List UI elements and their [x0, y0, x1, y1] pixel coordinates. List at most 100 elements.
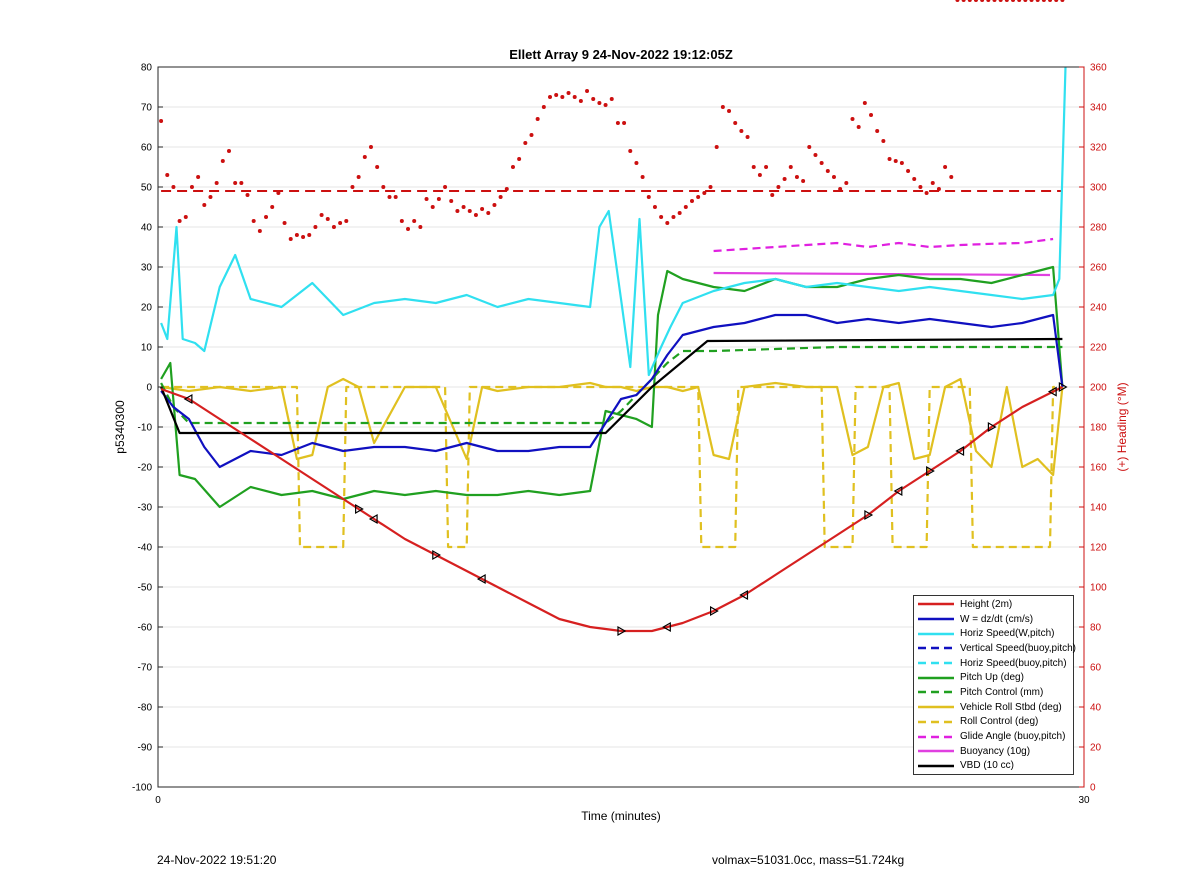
series-buoyancy-10g [713, 271, 1051, 277]
y-right-tick-label: 280 [1090, 223, 1107, 234]
y-tick-label: -70 [138, 663, 153, 674]
y-tick-label: 0 [146, 383, 152, 394]
heading-point [313, 225, 318, 229]
legend-label: Glide Angle (buoy,pitch) [960, 731, 1066, 743]
heading-point [1054, 0, 1059, 2]
y-tick-label: -90 [138, 743, 153, 754]
heading-point [189, 185, 194, 189]
series-pitch-up-deg [160, 265, 1064, 509]
heading-point [733, 121, 738, 125]
legend-label: Horiz Speed(W,pitch) [960, 628, 1055, 640]
legend-swatch [918, 691, 954, 694]
heading-point [486, 211, 491, 215]
series-w-dz-dt-cm-s [160, 313, 1064, 469]
legend-swatch [918, 647, 954, 650]
heading-point [603, 103, 608, 107]
y-right-tick-label: 100 [1090, 583, 1107, 594]
heading-point [251, 219, 256, 223]
heading-point [492, 203, 497, 207]
heading-point [510, 165, 515, 169]
heading-point [1023, 0, 1028, 2]
heading-point [646, 195, 651, 199]
chart-title: Ellett Array 9 24-Nov-2022 19:12:05Z [509, 47, 733, 62]
legend-label: Vertical Speed(buoy,pitch) [960, 642, 1076, 654]
heading-point [344, 219, 349, 223]
y-right-tick-label: 340 [1090, 103, 1107, 114]
legend-swatch [918, 749, 954, 753]
heading-point [418, 225, 423, 229]
heading-point [597, 101, 602, 105]
legend-item: VBD (10 cc) [914, 759, 1073, 774]
heading-point [689, 199, 694, 203]
heading-point [356, 175, 361, 179]
series-height-2m [160, 386, 1063, 633]
heading-point [406, 227, 411, 231]
heading-point [831, 175, 836, 179]
heading-point [331, 225, 336, 229]
heading-point [869, 113, 874, 117]
heading-point [745, 135, 750, 139]
heading-point [467, 209, 472, 213]
heading-point [245, 193, 250, 197]
heading-point [264, 215, 269, 219]
heading-point [992, 0, 997, 2]
heading-point [276, 191, 281, 195]
y-tick-label: -20 [138, 463, 153, 474]
height-marker [1047, 386, 1057, 397]
heading-point [967, 0, 972, 2]
heading-point [714, 145, 719, 149]
heading-point [208, 195, 213, 199]
legend-swatch [918, 735, 954, 738]
heading-point [659, 215, 664, 219]
heading-point [183, 215, 188, 219]
heading-point [677, 211, 682, 215]
y-tick-label: -80 [138, 703, 153, 714]
heading-point [294, 233, 299, 237]
heading-point [196, 175, 201, 179]
height-marker [476, 573, 486, 585]
heading-point [980, 0, 985, 2]
heading-point [906, 169, 911, 173]
y-tick-label: 60 [141, 143, 153, 154]
heading-point [609, 97, 614, 101]
y-tick-label: 30 [141, 263, 153, 274]
heading-point [554, 93, 559, 97]
height-marker [710, 605, 719, 617]
heading-point [961, 0, 966, 2]
heading-point [807, 145, 812, 149]
heading-point [578, 99, 583, 103]
height-marker [987, 421, 997, 433]
legend-item: Height (2m) [914, 597, 1073, 612]
footer-volmax-mass: volmax=51031.0cc, mass=51.724kg [712, 853, 905, 867]
heading-point [257, 229, 262, 233]
heading-point [504, 187, 509, 191]
heading-point [936, 187, 941, 191]
heading-point [720, 105, 725, 109]
heading-point [548, 95, 553, 99]
heading-point [930, 181, 935, 185]
heading-point [708, 185, 713, 189]
series-vehicle-roll-stbd-deg [160, 377, 1064, 477]
heading-point [362, 155, 367, 159]
y-right-tick-label: 120 [1090, 543, 1107, 554]
heading-point [955, 0, 960, 2]
legend-label: Buoyancy (10g) [960, 745, 1031, 757]
heading-point [301, 235, 306, 239]
heading-point [850, 117, 855, 121]
height-marker [355, 503, 364, 515]
legend-label: Height (2m) [960, 598, 1013, 610]
heading-point [529, 133, 534, 137]
heading-point [220, 159, 225, 163]
heading-point [517, 157, 522, 161]
y-right-tick-label: 240 [1090, 303, 1107, 314]
left-axis: 80 70 60 50 40 30 20 10 0 -10 -20 -30 -40 -50 -60 -70 -8… [132, 63, 163, 794]
heading-point [585, 89, 590, 93]
heading-point [973, 0, 978, 2]
heading-point [368, 145, 373, 149]
legend-swatch [918, 676, 954, 680]
heading-point [566, 91, 571, 95]
y-tick-label: -100 [132, 783, 152, 794]
height-marker [739, 589, 749, 601]
heading-point [159, 119, 164, 123]
y-right-tick-label: 40 [1090, 703, 1102, 714]
